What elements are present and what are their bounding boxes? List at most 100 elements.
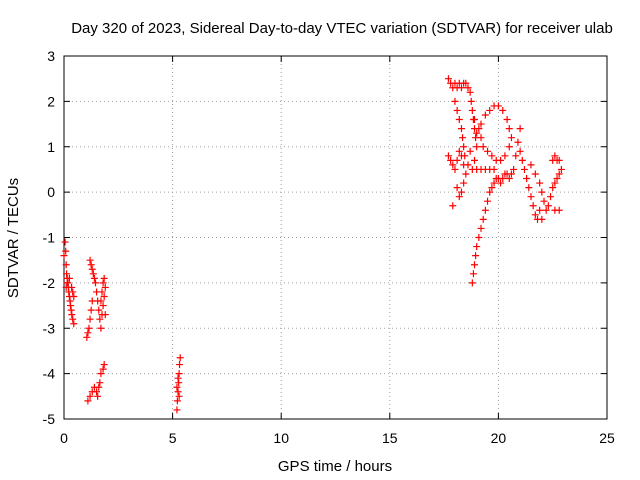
data-point	[525, 184, 533, 192]
data-point	[466, 88, 474, 96]
data-point	[174, 374, 182, 382]
data-point	[516, 125, 524, 133]
data-point	[460, 143, 468, 151]
data-point	[544, 202, 552, 210]
data-point	[540, 197, 548, 205]
data-point	[477, 120, 485, 128]
y-tick-label: -2	[43, 275, 56, 291]
data-point	[503, 116, 511, 124]
data-point	[475, 234, 483, 241]
data-point	[101, 311, 109, 319]
series-cluster-late-b	[444, 147, 498, 210]
data-point	[86, 392, 94, 400]
data-point	[455, 193, 463, 201]
data-point	[175, 392, 183, 400]
data-point	[462, 170, 470, 178]
data-point	[84, 397, 92, 405]
y-tick-labels: -5 -4 -3 -2 -1 0 1 2 3	[43, 48, 56, 427]
data-point	[518, 156, 526, 164]
data-point	[444, 152, 452, 160]
data-point	[99, 302, 107, 310]
data-point	[95, 306, 103, 314]
data-point	[469, 270, 477, 278]
data-point	[471, 261, 479, 269]
data-point	[62, 261, 70, 269]
data-point	[492, 156, 500, 164]
data-point	[87, 306, 95, 314]
data-point	[451, 97, 459, 105]
data-point	[494, 102, 502, 110]
data-point	[505, 125, 513, 133]
y-tick-label: 3	[47, 48, 55, 64]
data-point	[481, 206, 489, 214]
series-cluster-early-c	[84, 361, 108, 405]
data-point	[527, 161, 535, 169]
data-point	[176, 361, 184, 369]
data-point	[516, 147, 524, 155]
data-point	[473, 243, 481, 251]
data-point	[62, 247, 70, 255]
data-point	[89, 270, 97, 278]
data-point	[94, 392, 102, 400]
data-point	[547, 193, 555, 201]
data-point	[449, 202, 457, 210]
data-point	[455, 147, 463, 155]
data-point	[100, 292, 108, 300]
data-point	[527, 193, 535, 201]
x-tick-label: 25	[599, 430, 615, 446]
data-point	[95, 383, 103, 391]
y-axis-label: SDTVAR / TECUs	[5, 178, 22, 298]
data-point	[555, 170, 563, 178]
data-point	[464, 84, 472, 92]
data-point	[549, 184, 557, 192]
data-point	[68, 311, 76, 319]
data-point	[472, 252, 480, 260]
data-point	[477, 224, 485, 232]
data-point	[523, 175, 531, 183]
y-tick-label: -3	[43, 320, 56, 336]
x-tick-label: 10	[273, 430, 289, 446]
data-point	[531, 211, 539, 219]
data-point	[538, 188, 546, 196]
data-point	[455, 116, 463, 124]
data-point	[67, 306, 75, 314]
data-point	[96, 379, 104, 387]
data-point	[484, 147, 492, 155]
data-point	[60, 252, 68, 260]
data-point	[507, 134, 515, 142]
data-point	[99, 365, 107, 373]
data-point	[475, 125, 483, 133]
data-point	[457, 84, 465, 92]
data-point	[471, 156, 479, 164]
data-point	[65, 274, 73, 282]
x-tick-label: 5	[169, 430, 177, 446]
data-point	[174, 388, 182, 396]
data-point	[68, 283, 76, 291]
data-point	[453, 106, 461, 114]
data-point	[479, 143, 487, 151]
grid-lines	[64, 56, 607, 419]
data-point	[481, 111, 489, 119]
data-point	[507, 170, 515, 178]
x-tick-label: 0	[60, 430, 68, 446]
data-point	[87, 261, 95, 269]
data-point	[91, 279, 99, 287]
data-point	[69, 288, 77, 296]
data-point	[100, 274, 108, 282]
data-point	[468, 106, 476, 114]
data-point	[67, 302, 75, 310]
data-point	[100, 361, 108, 369]
data-point	[173, 383, 181, 391]
data-point	[468, 279, 476, 287]
data-point	[499, 175, 507, 183]
data-point	[459, 134, 467, 142]
series-cluster-late-loop	[471, 102, 515, 164]
data-point	[175, 379, 183, 387]
y-tick-label: 1	[47, 139, 55, 155]
data-point	[70, 292, 78, 300]
data-point	[88, 265, 96, 273]
data-point	[467, 97, 475, 105]
data-point	[96, 315, 104, 323]
data-point	[471, 116, 479, 124]
